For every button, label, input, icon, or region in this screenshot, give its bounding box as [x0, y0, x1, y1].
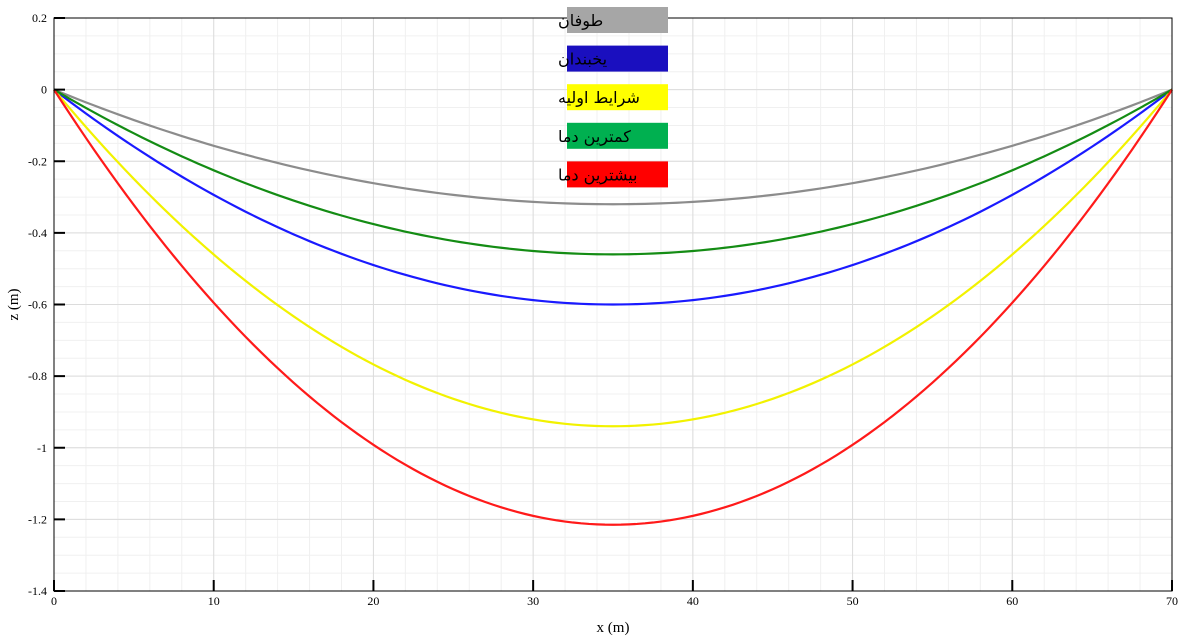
x-tick-label: 60: [1006, 594, 1018, 608]
y-axis-label: z (m): [6, 288, 22, 320]
y-tick-label: -1.2: [28, 512, 47, 526]
y-tick-label: -0.6: [28, 298, 47, 312]
legend-swatch-3: [567, 122, 668, 149]
y-tick-label: 0.2: [32, 11, 47, 25]
legend: طوفان یخبندان شرایط اولیه کمترین دما بیشترین…: [558, 7, 668, 188]
legend-swatch-4: [567, 161, 668, 188]
legend-label-3: کمترین دما: [558, 127, 631, 147]
y-tick-label: -0.8: [28, 369, 47, 383]
legend-swatch-1: [567, 45, 668, 72]
legend-item-0: طوفان: [558, 7, 668, 33]
series-lines: [53, 88, 1173, 526]
series-line-2: [53, 88, 1173, 428]
x-tick-label: 20: [367, 594, 379, 608]
y-tick-labels: 0.2 0 -0.2 -0.4 -0.6 -0.8 -1 -1.2 -1.4: [28, 11, 47, 598]
y-tick-label: 0: [41, 83, 47, 97]
legend-swatch-2: [567, 84, 668, 111]
x-tick-labels: 0 10 20 30 40 50 60 70: [51, 594, 1178, 608]
x-tick-label: 0: [51, 594, 57, 608]
x-axis-label: x (m): [597, 620, 630, 636]
legend-label-4: بیشترین دما: [558, 165, 638, 185]
y-tick-label: -1.4: [28, 584, 47, 598]
y-tick-label: -0.2: [28, 154, 47, 168]
legend-item-4: بیشترین دما: [558, 161, 668, 188]
legend-label-2: شرایط اولیه: [558, 88, 640, 108]
x-tick-label: 10: [208, 594, 220, 608]
legend-item-3: کمترین دما: [558, 122, 668, 149]
legend-item-2: شرایط اولیه: [558, 84, 668, 111]
y-tick-label: -1: [37, 441, 47, 455]
legend-swatch-0: [567, 7, 668, 33]
legend-label-0: طوفان: [558, 11, 603, 31]
legend-item-1: یخبندان: [558, 45, 668, 72]
x-tick-label: 70: [1166, 594, 1178, 608]
series-line-1: [53, 88, 1173, 306]
series-line-0: [53, 88, 1173, 206]
x-tick-label: 40: [687, 594, 699, 608]
x-tick-label: 50: [847, 594, 859, 608]
series-line-4: [53, 89, 1173, 526]
tick-marks: [53, 17, 1173, 592]
legend-label-1: یخبندان: [558, 50, 607, 69]
x-tick-label: 30: [527, 594, 539, 608]
series-line-3: [53, 88, 1173, 256]
y-tick-label: -0.4: [28, 226, 47, 240]
